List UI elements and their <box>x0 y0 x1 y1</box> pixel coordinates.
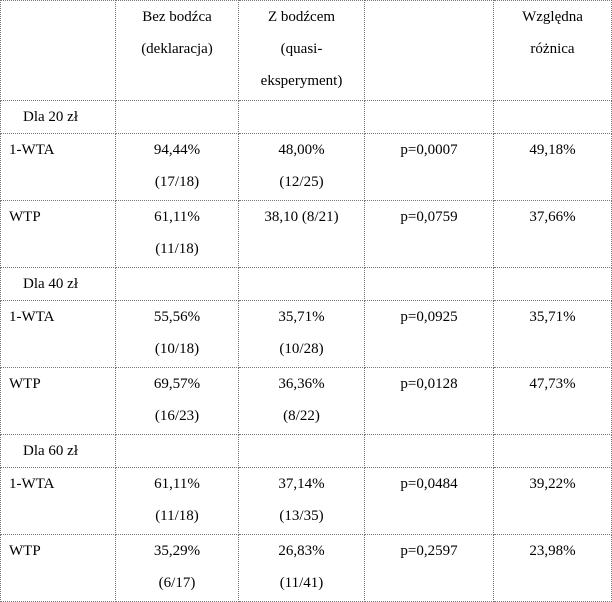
z-bodzcem-cell: 36,36% (8/22) <box>238 367 365 435</box>
row-measure-name: 1-WTA <box>0 467 116 535</box>
bez-bodzca-cell-line: 94,44% <box>153 142 201 158</box>
header-pvalue-cell <box>364 0 494 101</box>
group-empty-cell <box>364 267 494 301</box>
z-bodzcem-cell-line: 38,10 (8/21) <box>264 209 339 225</box>
group-label: Dla 40 zł <box>0 267 116 301</box>
p-value-cell: p=0,0759 <box>364 200 494 268</box>
bez-bodzca-cell-line: (11/18) <box>155 508 199 524</box>
bez-bodzca-cell-line: 69,57% <box>153 376 201 392</box>
group-header-row: Dla 40 zł <box>0 267 612 301</box>
header-z-bodzcem: Z bodźcem (quasi- eksperyment) <box>238 0 365 101</box>
bez-bodzca-cell-line: (11/18) <box>155 241 199 257</box>
z-bodzcem-cell-line: (10/28) <box>279 341 324 357</box>
z-bodzcem-cell-line: (13/35) <box>279 508 324 524</box>
p-value-cell: p=0,2597 <box>364 534 494 602</box>
header-z-line-2: (quasi- <box>280 41 323 57</box>
group-label: Dla 60 zł <box>0 434 116 468</box>
bez-bodzca-cell: 94,44% (17/18) <box>115 133 239 201</box>
relative-difference-cell: 37,66% <box>493 200 612 268</box>
header-z-line-1: Z bodźcem <box>267 9 336 25</box>
relative-difference-cell: 39,22% <box>493 467 612 535</box>
table-row: 1-WTA 94,44% (17/18) 48,00% (12/25) p=0,0007 4… <box>0 133 612 201</box>
relative-difference-cell: 47,73% <box>493 367 612 435</box>
row-measure-name: 1-WTA <box>0 133 116 201</box>
bez-bodzca-cell-line: 35,29% <box>153 543 201 559</box>
group-empty-cell <box>364 434 494 468</box>
bez-bodzca-cell-line: (16/23) <box>154 408 200 424</box>
p-value-cell: p=0,0484 <box>364 467 494 535</box>
row-measure-name: 1-WTA <box>0 300 116 368</box>
z-bodzcem-cell: 35,71% (10/28) <box>238 300 365 368</box>
group-header-row: Dla 60 zł <box>0 434 612 468</box>
table-row: WTP 69,57% (16/23) 36,36% (8/22) p=0,0128 47,7… <box>0 367 612 435</box>
bez-bodzca-cell-line: 61,11% <box>154 476 200 492</box>
group-empty-cell <box>115 100 239 134</box>
group-empty-cell <box>493 267 612 301</box>
group-empty-cell <box>493 100 612 134</box>
z-bodzcem-cell-line: 48,00% <box>278 142 325 158</box>
group-empty-cell <box>238 267 365 301</box>
bez-bodzca-cell: 35,29% (6/17) <box>115 534 239 602</box>
bez-bodzca-cell: 61,11% (11/18) <box>115 467 239 535</box>
p-value-cell: p=0,0925 <box>364 300 494 368</box>
header-bez-line-1: Bez bodźca <box>142 9 212 25</box>
p-value-cell: p=0,0128 <box>364 367 494 435</box>
group-header-row: Dla 20 zł <box>0 100 612 134</box>
table-row: WTP 35,29% (6/17) 26,83% (11/41) p=0,2597 23,9… <box>0 534 612 602</box>
header-z-line-3: eksperyment) <box>260 73 343 89</box>
group-empty-cell <box>493 434 612 468</box>
z-bodzcem-cell-line: (12/25) <box>279 174 324 190</box>
header-row: Bez bodźca (deklaracja) Z bodźcem (quasi… <box>0 0 612 101</box>
z-bodzcem-cell: 37,14% (13/35) <box>238 467 365 535</box>
bez-bodzca-cell-line: 61,11% <box>154 209 200 225</box>
group-empty-cell <box>238 434 365 468</box>
z-bodzcem-cell-line: 37,14% <box>278 476 325 492</box>
header-diff-line-2: różnica <box>530 41 575 57</box>
z-bodzcem-cell-line: 26,83% <box>278 543 325 559</box>
bez-bodzca-cell: 69,57% (16/23) <box>115 367 239 435</box>
bez-bodzca-cell: 61,11% (11/18) <box>115 200 239 268</box>
relative-difference-cell: 49,18% <box>493 133 612 201</box>
row-measure-name: WTP <box>0 534 116 602</box>
bez-bodzca-cell-line: (6/17) <box>158 575 196 591</box>
header-diff-line-1: Względna <box>522 9 583 25</box>
table-row: 1-WTA 61,11% (11/18) 37,14% (13/35) p=0,0484 3… <box>0 467 612 535</box>
p-value-cell: p=0,0007 <box>364 133 494 201</box>
z-bodzcem-cell: 38,10 (8/21) <box>238 200 365 268</box>
group-empty-cell <box>115 267 239 301</box>
group-label: Dla 20 zł <box>0 100 116 134</box>
group-empty-cell <box>238 100 365 134</box>
z-bodzcem-cell-line: (11/41) <box>279 575 324 591</box>
row-measure-name: WTP <box>0 367 116 435</box>
group-empty-cell <box>364 100 494 134</box>
z-bodzcem-cell: 26,83% (11/41) <box>238 534 365 602</box>
z-bodzcem-cell-line: 35,71% <box>278 309 325 325</box>
bez-bodzca-cell-line: 55,56% <box>153 309 201 325</box>
header-bez-bodzca: Bez bodźca (deklaracja) <box>115 0 239 101</box>
group-empty-cell <box>115 434 239 468</box>
table-row: WTP 61,11% (11/18) 38,10 (8/21) p=0,0759 37,6… <box>0 200 612 268</box>
header-empty-cell <box>0 0 116 101</box>
bez-bodzca-cell-line: (17/18) <box>154 174 200 190</box>
z-bodzcem-cell: 48,00% (12/25) <box>238 133 365 201</box>
header-wzgledna-roznica: Względna różnica <box>493 0 612 101</box>
bez-bodzca-cell-line: (10/18) <box>154 341 200 357</box>
header-bez-line-2: (deklaracja) <box>141 41 213 57</box>
z-bodzcem-cell-line: (8/22) <box>283 408 320 424</box>
relative-difference-cell: 23,98% <box>493 534 612 602</box>
table-row: 1-WTA 55,56% (10/18) 35,71% (10/28) p=0,0925 3… <box>0 300 612 368</box>
bez-bodzca-cell: 55,56% (10/18) <box>115 300 239 368</box>
row-measure-name: WTP <box>0 200 116 268</box>
z-bodzcem-cell-line: 36,36% <box>278 376 325 392</box>
relative-difference-cell: 35,71% <box>493 300 612 368</box>
